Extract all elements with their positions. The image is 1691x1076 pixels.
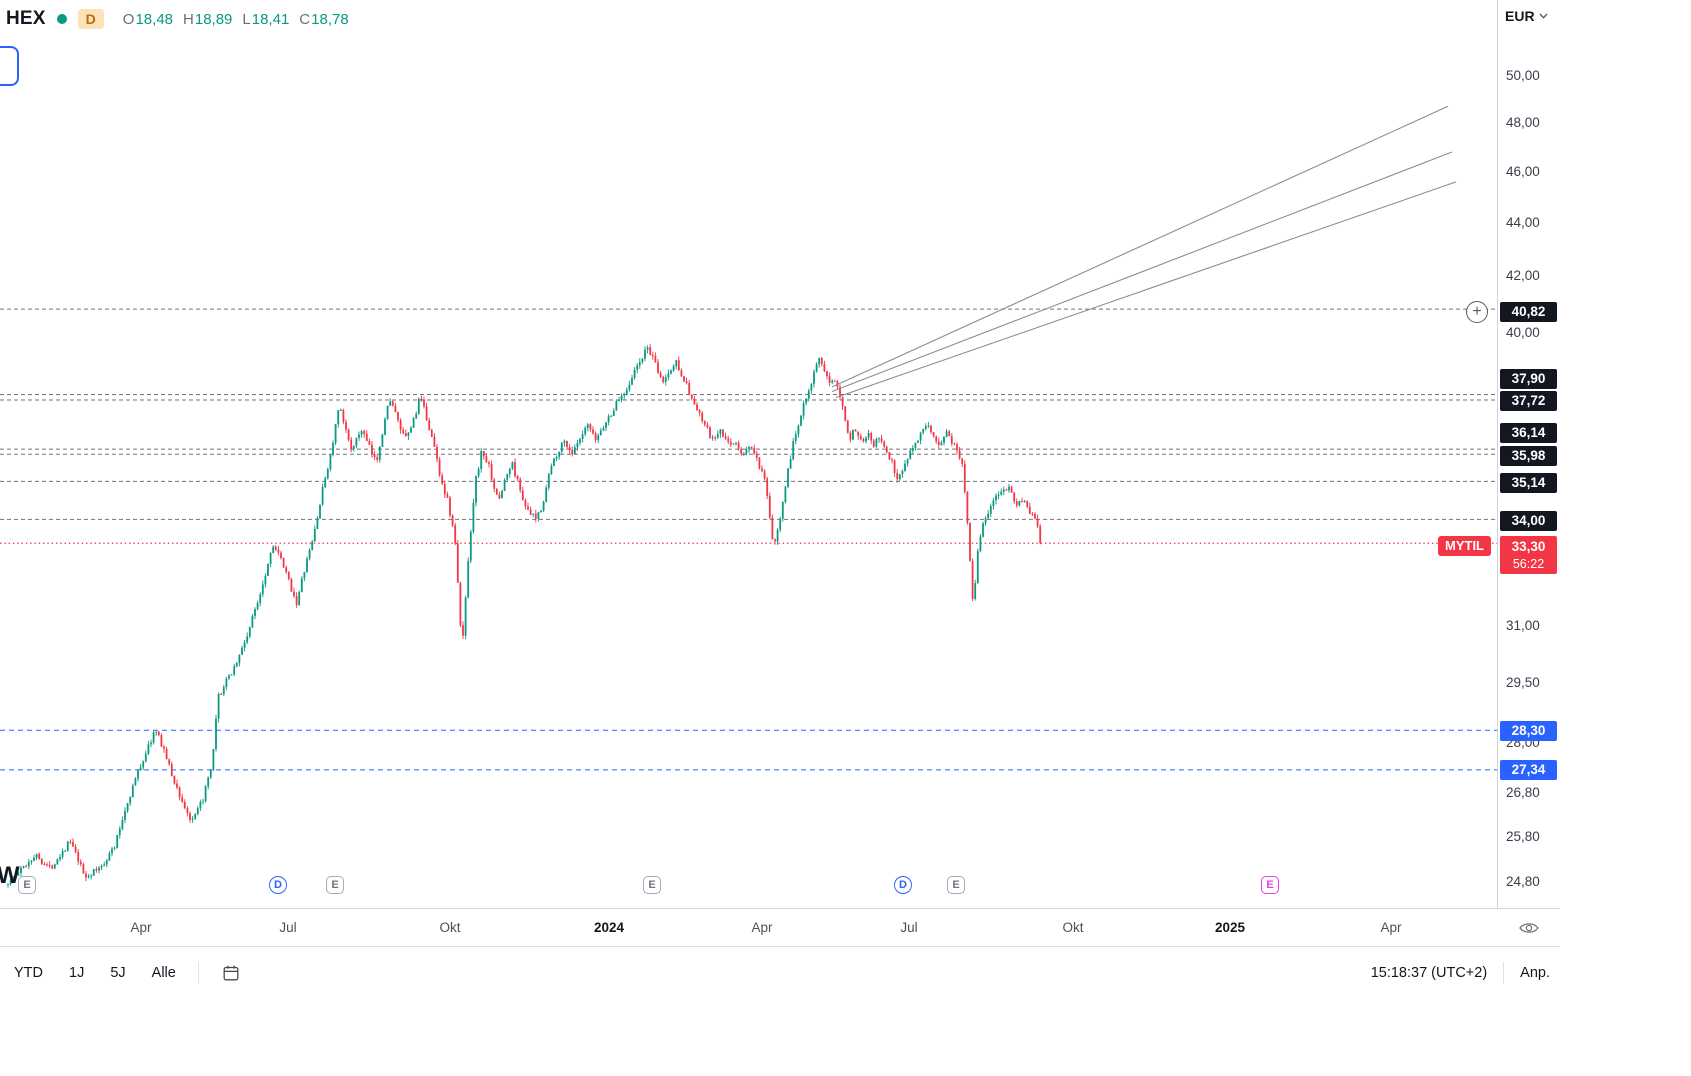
time-axis-label: Apr: [751, 920, 773, 935]
price-level-badge: 40,82: [1500, 302, 1557, 322]
ohlc-item: C18,78: [299, 10, 349, 28]
axis-corner-button[interactable]: [1497, 909, 1560, 946]
price-level-badge: 35,14: [1500, 473, 1557, 493]
range-button-alle[interactable]: Alle: [151, 965, 176, 981]
timeframe-badge[interactable]: D: [77, 9, 104, 29]
time-axis-label: Apr: [130, 920, 152, 935]
time-axis-label: 2025: [1214, 920, 1246, 935]
price-level-badge: 37,72: [1500, 391, 1557, 411]
trendline[interactable]: [831, 151, 1453, 392]
clock-display[interactable]: 15:18:37 (UTC+2): [1370, 965, 1488, 981]
symbol-legend: HEX D O18,48 H18,89 L18,41 C18,78: [6, 8, 349, 30]
watermark-letter: W: [0, 862, 20, 889]
range-button-1j[interactable]: 1J: [69, 965, 85, 981]
earnings-marker[interactable]: E: [1261, 876, 1279, 894]
price-level-lines: [0, 308, 1497, 771]
price-level-badge: 28,30: [1500, 721, 1557, 741]
time-axis-label: Okt: [1062, 920, 1084, 935]
partial-toolbar-box[interactable]: [0, 46, 19, 86]
ohlc-readout: O18,48 H18,89 L18,41 C18,78: [123, 11, 349, 28]
price-tick: 48,00: [1506, 114, 1540, 130]
status-dot-icon: [56, 14, 67, 24]
time-axis[interactable]: Apr Jul Okt 2024 Apr Jul Okt 2025 Apr: [0, 908, 1560, 946]
price-level-badge: 33,30 56:22: [1500, 536, 1557, 574]
time-axis-label: Okt: [439, 920, 461, 935]
price-tick: 50,00: [1506, 68, 1540, 83]
price-level-badge: 36,14: [1500, 423, 1557, 443]
toolbar-right: 15:18:37 (UTC+2) Anp.: [1371, 947, 1550, 999]
trendline-fan[interactable]: [831, 105, 1457, 399]
bottom-toolbar: YTD 1J 5J Alle 15:18:37 (UTC+2) Anp.: [0, 946, 1560, 998]
price-tick: 42,00: [1506, 268, 1540, 284]
toolbar-divider: [1503, 962, 1505, 984]
time-axis-label: 2024: [593, 920, 625, 935]
range-selector: YTD 1J 5J Alle: [14, 947, 241, 999]
price-level-badge: 27,34: [1500, 760, 1557, 780]
toolbar-divider: [197, 962, 199, 984]
trendline[interactable]: [831, 105, 1449, 388]
candlestick-chart[interactable]: [0, 0, 1497, 908]
price-axis[interactable]: EUR 50,00 48,00 46,00 44,00 42,00 40,00 31,00 2…: [1498, 0, 1560, 946]
chevron-down-icon: [1539, 13, 1548, 19]
candle-series: [7, 343, 1042, 888]
price-tick: 44,00: [1506, 214, 1540, 230]
currency-selector[interactable]: EUR: [1505, 8, 1548, 24]
eye-icon: [1518, 922, 1539, 933]
price-tick: 31,00: [1506, 617, 1540, 633]
earnings-marker[interactable]: E: [18, 876, 36, 894]
dividend-marker[interactable]: D: [894, 876, 912, 894]
price-tick: 46,00: [1506, 163, 1540, 179]
add-alert-plus-button[interactable]: +: [1466, 301, 1488, 323]
price-tick: 26,80: [1506, 784, 1540, 800]
price-tick: 29,50: [1506, 674, 1540, 690]
plus-icon: +: [1472, 303, 1482, 320]
range-button-5j[interactable]: 5J: [110, 965, 126, 981]
price-tick: 40,00: [1506, 324, 1540, 340]
trendline[interactable]: [835, 181, 1457, 399]
chart-pane[interactable]: HEX D O18,48 H18,89 L18,41 C18,78 W E D E E D E E: [0, 0, 1497, 908]
symbol-name[interactable]: HEX: [6, 8, 46, 29]
price-level-badge: 37,90: [1500, 369, 1557, 389]
ohlc-item: H18,89: [183, 10, 233, 28]
adjust-button[interactable]: Anp.: [1520, 965, 1550, 981]
earnings-marker[interactable]: E: [326, 876, 344, 894]
price-level-badge: 34,00: [1500, 511, 1557, 531]
ohlc-item: L18,41: [242, 10, 290, 28]
price-tick: 24,80: [1506, 874, 1540, 889]
currency-label: EUR: [1505, 8, 1535, 24]
dividend-marker[interactable]: D: [269, 876, 287, 894]
earnings-marker[interactable]: E: [643, 876, 661, 894]
symbol-price-tag: MYTIL: [1438, 536, 1491, 556]
range-button-ytd[interactable]: YTD: [14, 965, 43, 981]
time-axis-label: Jul: [279, 920, 297, 935]
time-axis-label: Jul: [900, 920, 918, 935]
price-axis-border: [1497, 0, 1498, 946]
calendar-icon: [223, 965, 239, 981]
earnings-marker[interactable]: E: [947, 876, 965, 894]
go-to-date-button[interactable]: [221, 963, 241, 983]
ohlc-item: O18,48: [122, 10, 174, 28]
time-axis-label: Apr: [1380, 920, 1402, 935]
price-level-badge: 35,98: [1500, 446, 1557, 466]
price-tick: 25,80: [1506, 828, 1540, 844]
